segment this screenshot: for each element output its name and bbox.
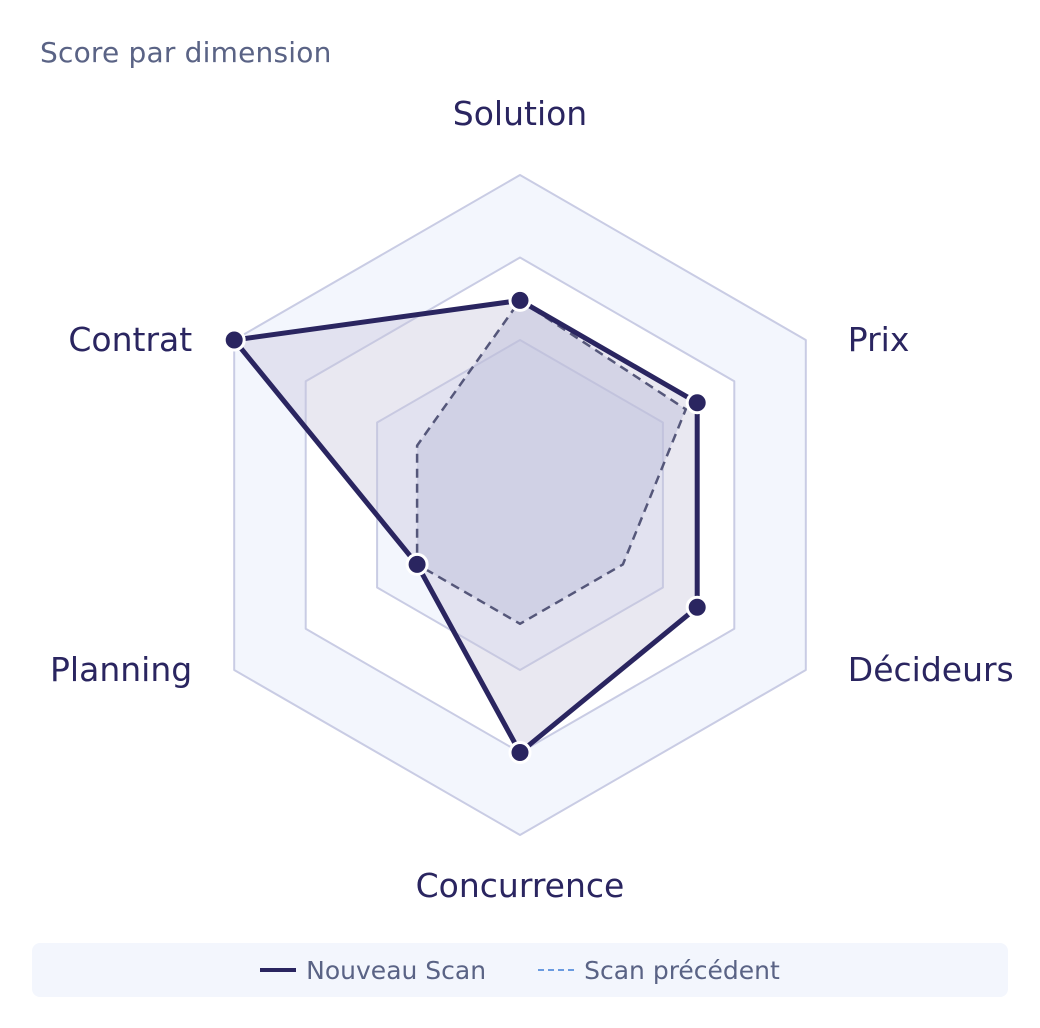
legend-item-nouveau-scan[interactable]: Nouveau Scan xyxy=(260,956,486,985)
data-point-planning[interactable] xyxy=(405,552,429,576)
dashed-line-swatch-icon xyxy=(538,969,575,971)
series-line-scan-precedent xyxy=(415,299,688,626)
data-point-contrat[interactable] xyxy=(222,328,246,352)
axis-label-solution: Solution xyxy=(453,94,587,133)
series-area-scan-precedent xyxy=(417,300,686,624)
axis-label-contrat: Contrat xyxy=(68,320,192,359)
radar-grid xyxy=(233,174,807,836)
data-point-solution[interactable] xyxy=(508,288,532,312)
radar-axis-labels: Solution Prix Décideurs Concurrence Planning… xyxy=(50,94,1014,905)
data-point-prix[interactable] xyxy=(685,391,709,415)
legend-label: Scan précédent xyxy=(584,955,780,985)
axis-label-planning: Planning xyxy=(50,650,192,689)
solid-line-swatch-icon xyxy=(260,968,297,972)
chart-title: Score par dimension xyxy=(40,36,332,69)
series-area-nouveau-scan xyxy=(234,300,698,753)
radar-chart: Solution Prix Décideurs Concurrence Planning… xyxy=(50,94,1014,905)
axis-label-decideurs: Décideurs xyxy=(848,650,1014,689)
axis-label-prix: Prix xyxy=(848,320,910,359)
legend-label: Nouveau Scan xyxy=(306,955,487,985)
legend: Nouveau Scan Scan précédent xyxy=(32,943,1008,997)
data-point-concurrence[interactable] xyxy=(508,741,532,764)
grid-ring-50 xyxy=(376,339,664,671)
axis-label-concurrence: Concurrence xyxy=(416,866,625,905)
legend-item-scan-precedent[interactable]: Scan précédent xyxy=(538,956,780,985)
radar-series xyxy=(222,288,709,764)
data-point-decideurs[interactable] xyxy=(685,595,709,619)
